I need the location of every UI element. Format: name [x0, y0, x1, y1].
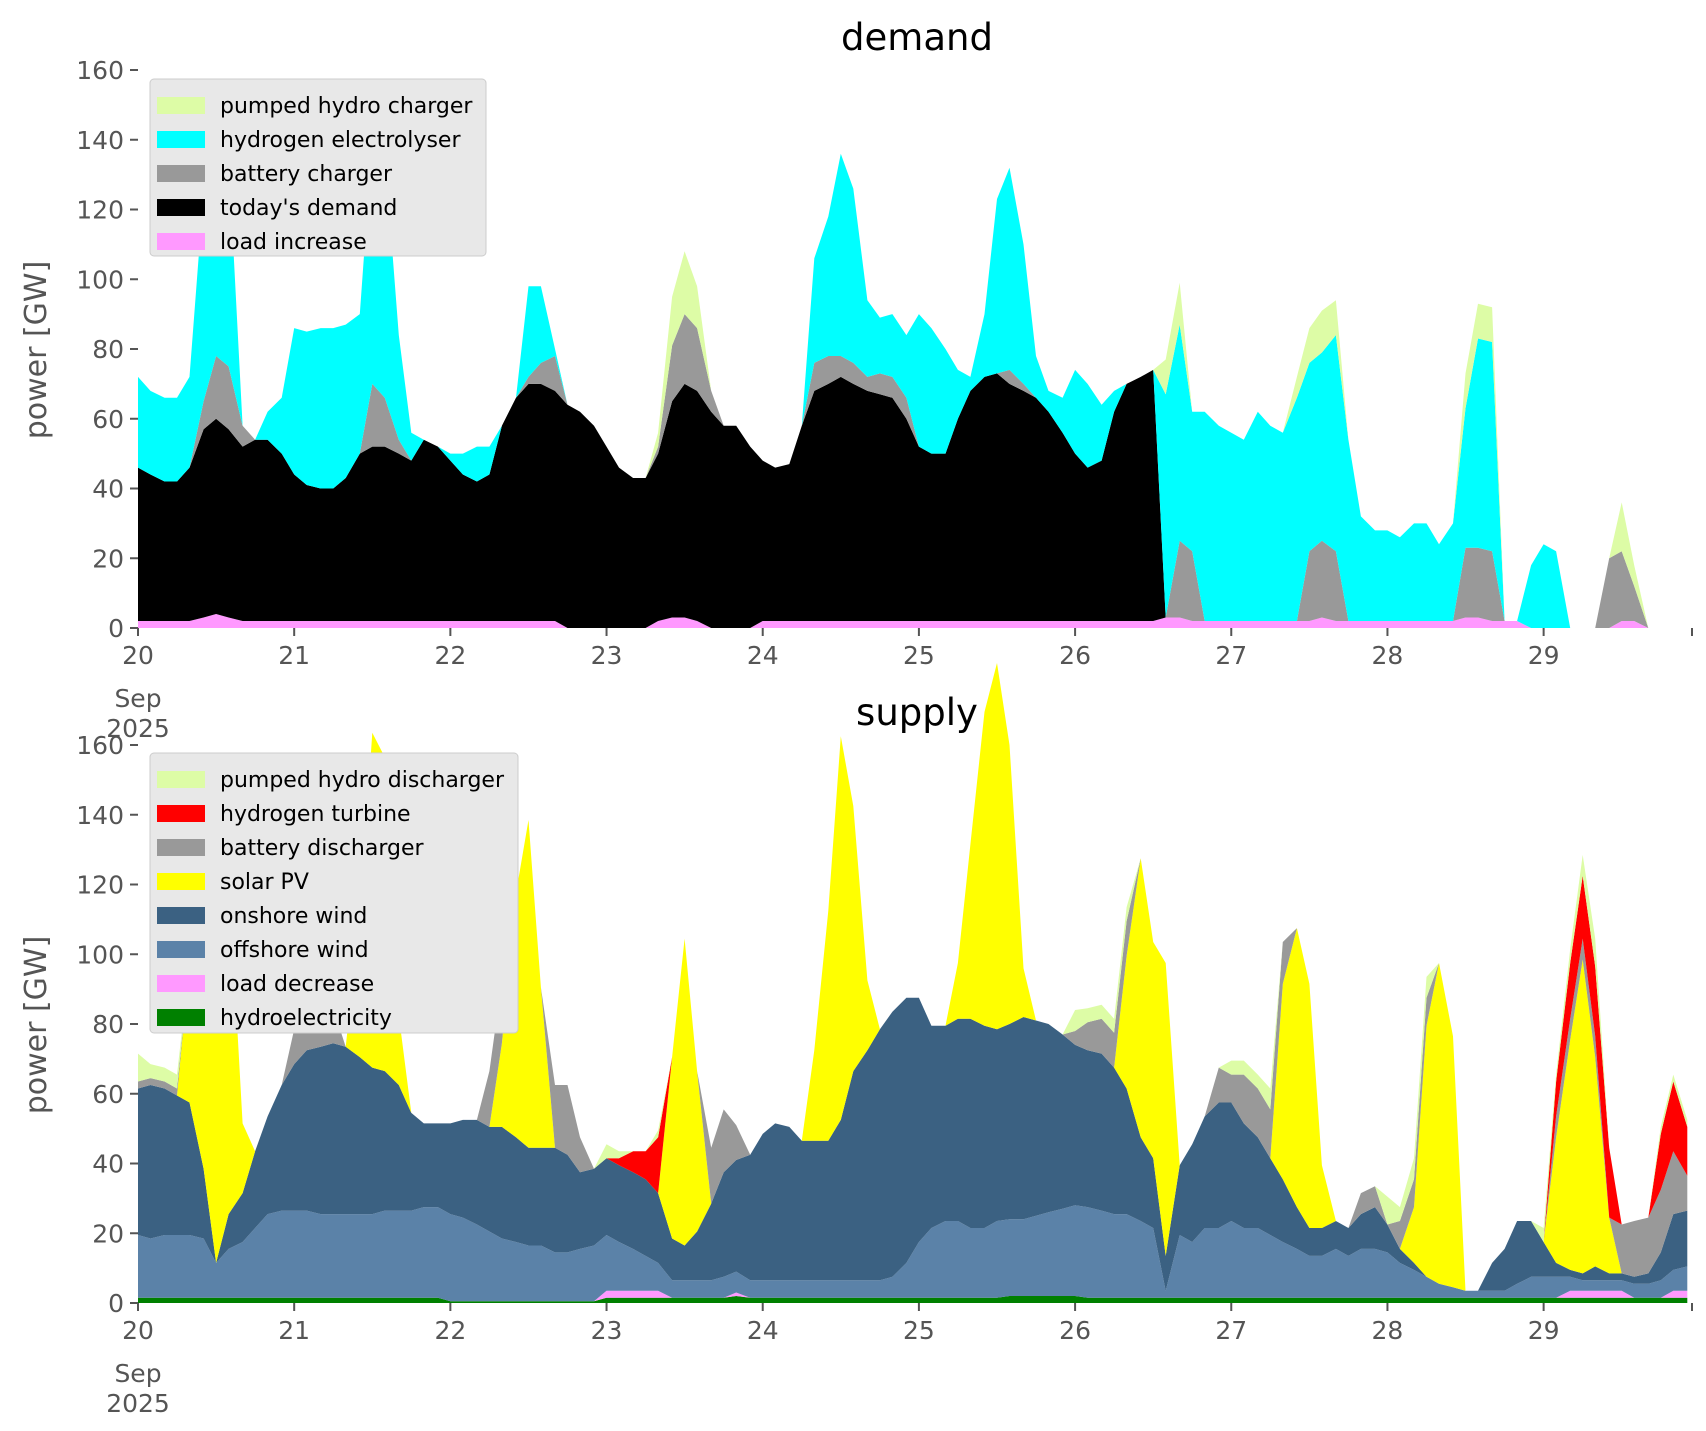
legend-swatch — [157, 805, 205, 822]
x-tick-label: 24 — [747, 641, 779, 670]
legend-label: hydrogen turbine — [220, 802, 411, 827]
y-tick-label: 140 — [76, 801, 124, 830]
legend-label: pumped hydro charger — [220, 94, 473, 119]
legend-label: battery discharger — [220, 836, 425, 861]
x-axis: Sep 2025 20 21 22 23 24 25 26 27 28 29 — [106, 1303, 1693, 1418]
y-axis: 0 20 40 60 80 100 120 140 160 — [76, 56, 138, 643]
legend-label: today's demand — [220, 196, 397, 221]
x-tick-label: 22 — [434, 1316, 466, 1345]
x-tick-year: 2025 — [106, 714, 170, 743]
y-tick-label: 20 — [92, 1219, 124, 1248]
y-tick-label: 120 — [76, 196, 124, 225]
y-axis-label: power [GW] — [19, 261, 54, 440]
area-layers — [138, 111, 1688, 628]
legend: pumped hydro discharger hydrogen turbine b… — [149, 752, 519, 1034]
legend-swatch — [157, 839, 205, 856]
legend-box — [149, 78, 487, 257]
y-tick-label: 20 — [92, 544, 124, 573]
supply-panel: supply power [GW] 020406080100120140160 … — [19, 663, 1693, 1418]
legend-label: load increase — [220, 230, 367, 255]
legend-swatch — [157, 907, 205, 924]
area-offshore-wind — [138, 1205, 1688, 1302]
x-axis: Sep 2025 20 21 22 23 24 25 26 27 28 29 — [106, 628, 1693, 743]
x-tick-label: 28 — [1372, 641, 1404, 670]
legend-label: offshore wind — [220, 938, 369, 963]
area-hydroelectricity — [138, 1296, 1688, 1303]
y-tick-label: 100 — [76, 265, 124, 294]
x-tick-label: 27 — [1215, 641, 1247, 670]
chart-title: supply — [856, 691, 978, 734]
legend-label: hydrogen electrolyser — [220, 128, 461, 153]
area-onshore-wind — [138, 997, 1688, 1291]
y-tick-label: 140 — [76, 126, 124, 155]
x-tick-label: 22 — [434, 641, 466, 670]
x-tick-label: 25 — [903, 641, 935, 670]
x-tick-label: 21 — [278, 641, 310, 670]
legend-swatch — [157, 199, 205, 216]
area-layers — [138, 663, 1688, 1303]
x-tick-label: 29 — [1528, 1316, 1560, 1345]
chart-title: demand — [841, 16, 993, 59]
x-tick-year: 2025 — [106, 1389, 170, 1418]
y-tick-label: 80 — [92, 1010, 124, 1039]
legend-label: battery charger — [220, 162, 393, 187]
y-tick-label: 60 — [92, 405, 124, 434]
x-tick-label: 23 — [591, 1316, 623, 1345]
x-tick-label: 27 — [1215, 1316, 1247, 1345]
legend-swatch — [157, 233, 205, 250]
legend-swatch — [157, 131, 205, 148]
legend-swatch — [157, 165, 205, 182]
legend-swatch — [157, 873, 205, 890]
legend-swatch — [157, 771, 205, 788]
legend-swatch — [157, 975, 205, 992]
y-tick-label: 0 — [108, 614, 124, 643]
legend-swatch — [157, 97, 205, 114]
x-tick-label: 21 — [278, 1316, 310, 1345]
x-tick-label: 28 — [1372, 1316, 1404, 1345]
x-tick-label: 24 — [747, 1316, 779, 1345]
x-tick-label: 23 — [591, 641, 623, 670]
legend-label: hydroelectricity — [220, 1006, 392, 1031]
legend-label: load decrease — [220, 972, 374, 997]
y-tick-label: 40 — [92, 1150, 124, 1179]
y-tick-label: 160 — [76, 56, 124, 85]
demand-panel: demand power [GW] 020406080100120140160 … — [19, 16, 1693, 743]
legend-label: solar PV — [220, 870, 309, 895]
area-solar-pv — [138, 663, 1688, 1291]
x-tick-label: 20 — [122, 1316, 154, 1345]
x-tick-month: Sep — [114, 1359, 161, 1388]
y-tick-label: 160 — [76, 731, 124, 760]
y-tick-label: 80 — [92, 335, 124, 364]
y-axis: 0 20 40 60 80 100 120 140 160 — [76, 731, 138, 1318]
legend-box — [149, 752, 519, 1034]
area-today-s-demand — [138, 369, 1688, 628]
y-tick-label: 100 — [76, 940, 124, 969]
y-tick-label: 120 — [76, 871, 124, 900]
x-tick-label: 26 — [1059, 641, 1091, 670]
x-tick-label: 20 — [122, 641, 154, 670]
legend-label: pumped hydro discharger — [220, 768, 505, 793]
legend-swatch — [157, 941, 205, 958]
x-tick-month: Sep — [114, 684, 161, 713]
y-tick-label: 0 — [108, 1289, 124, 1318]
x-tick-label: 29 — [1528, 641, 1560, 670]
y-tick-label: 40 — [92, 475, 124, 504]
area-hydrogen-electrolyser — [138, 111, 1688, 628]
legend: pumped hydro charger hydrogen electrolyse… — [149, 78, 487, 257]
x-tick-label: 26 — [1059, 1316, 1091, 1345]
y-axis-label: power [GW] — [19, 936, 54, 1115]
legend-label: onshore wind — [220, 904, 367, 929]
x-tick-label: 25 — [903, 1316, 935, 1345]
y-tick-label: 60 — [92, 1080, 124, 1109]
legend-swatch — [157, 1009, 205, 1026]
